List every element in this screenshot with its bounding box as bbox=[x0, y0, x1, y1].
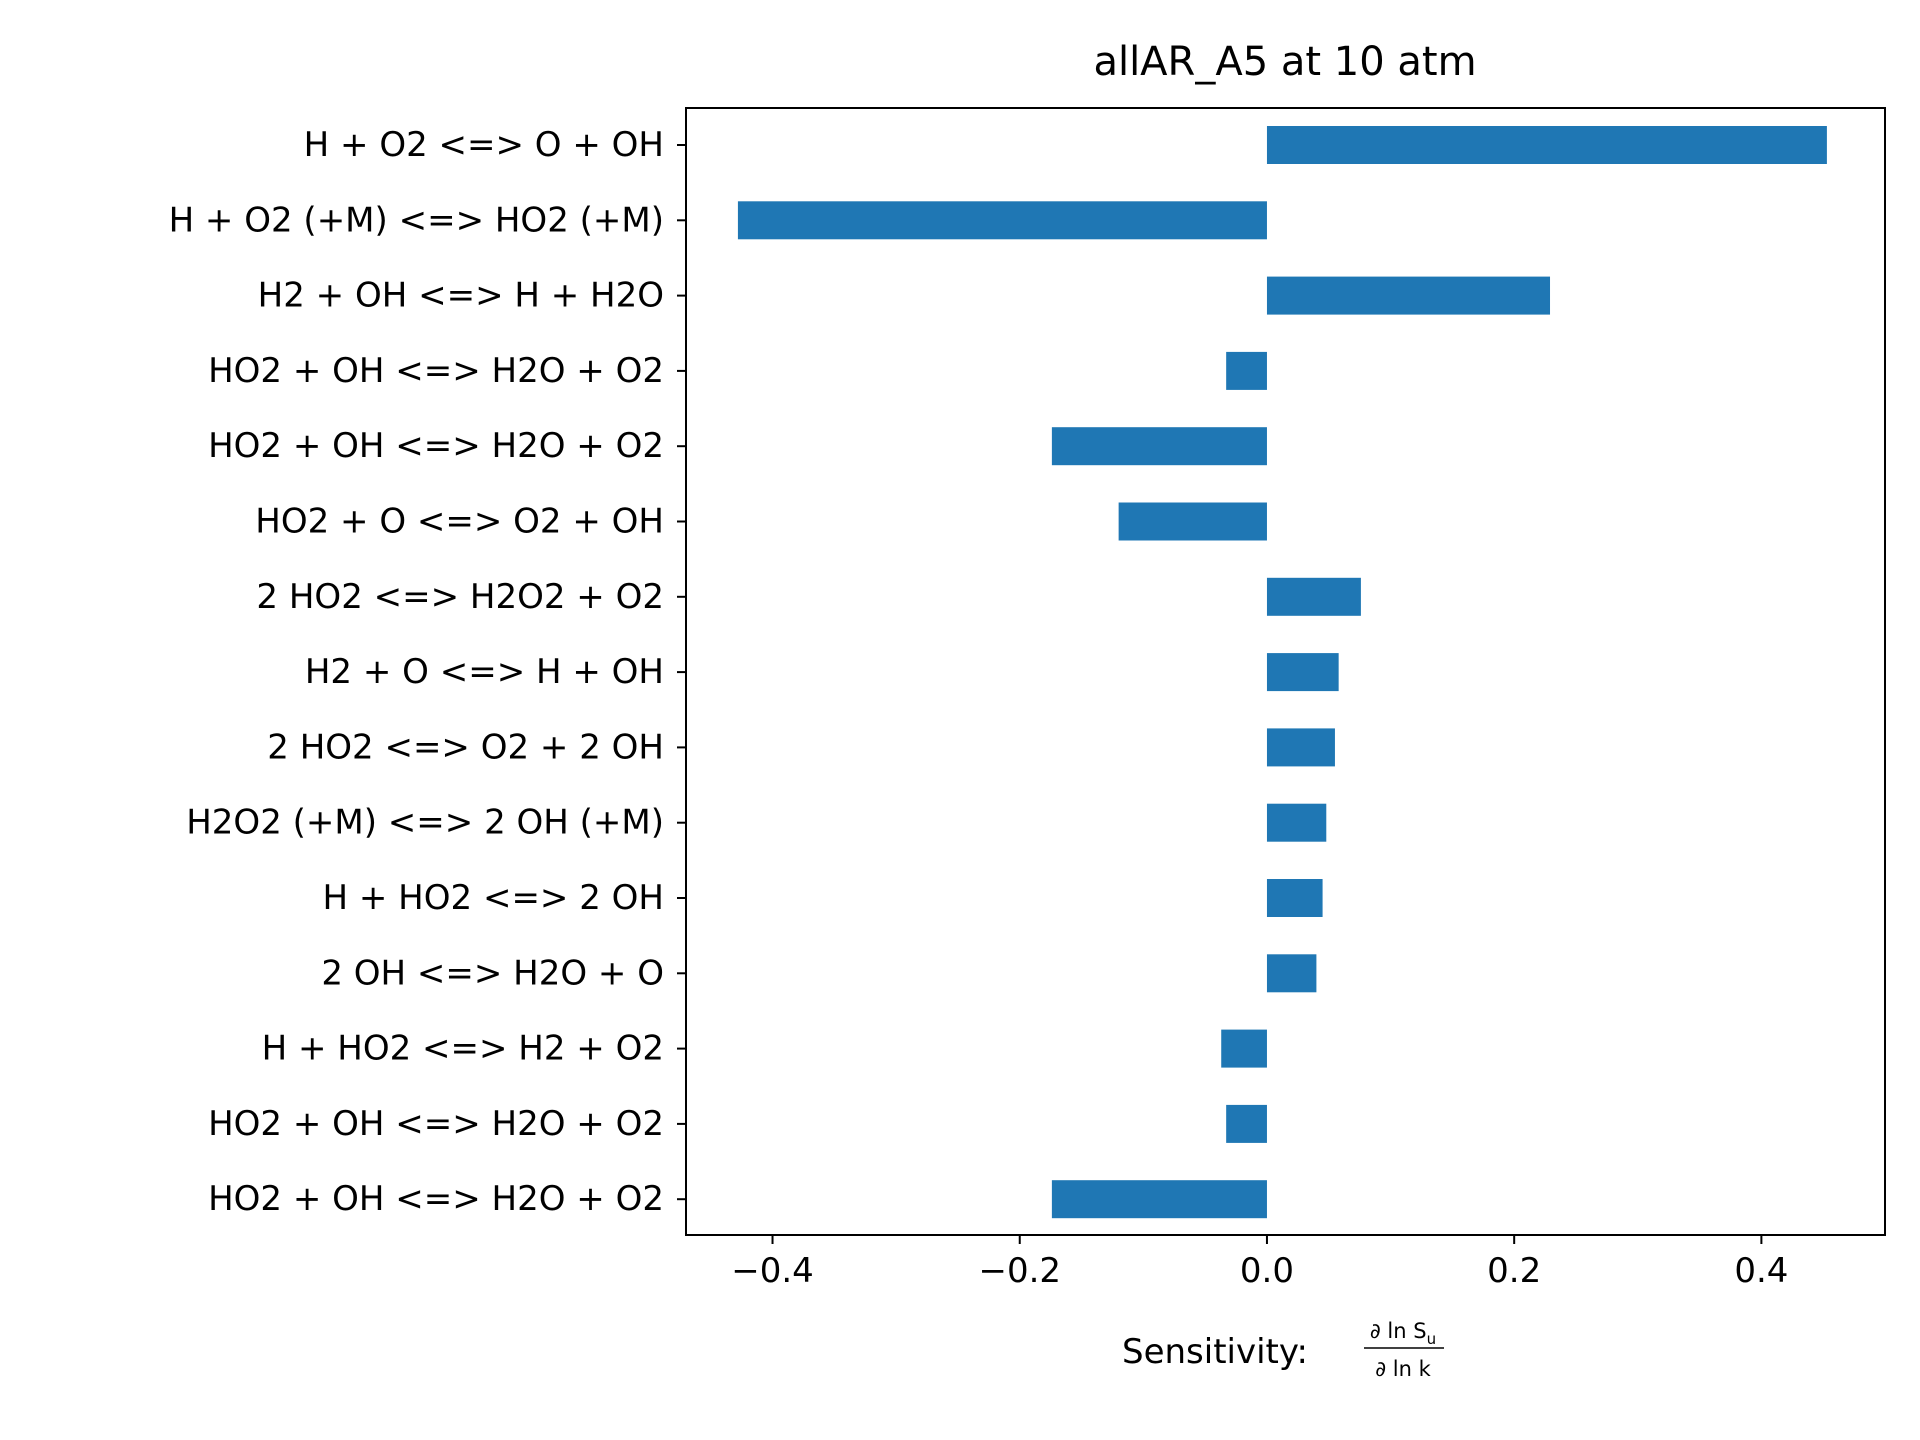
y-tick-label: HO2 + OH <=> H2O + O2 bbox=[208, 426, 664, 466]
plot-frame bbox=[685, 107, 1886, 1236]
bar bbox=[1051, 1180, 1267, 1219]
y-tick-label: 2 HO2 <=> O2 + 2 OH bbox=[267, 727, 664, 767]
x-label-numerator-main: ∂ ln S bbox=[1370, 1319, 1427, 1343]
x-tick-label: 0.2 bbox=[1487, 1251, 1541, 1291]
x-axis: −0.4 −0.2 0.0 0.2 0.4 bbox=[731, 1235, 1788, 1291]
x-tick-label: −0.4 bbox=[731, 1251, 814, 1291]
y-tick-label: H + HO2 <=> H2 + O2 bbox=[262, 1029, 664, 1069]
bar bbox=[1226, 1104, 1267, 1143]
y-tick-label: H2 + O <=> H + OH bbox=[305, 652, 664, 692]
y-tick-label: H2 + OH <=> H + H2O bbox=[258, 276, 664, 316]
x-tick-label: 0.0 bbox=[1240, 1251, 1294, 1291]
svg-text:Sensitivity:: Sensitivity: bbox=[1122, 1332, 1308, 1372]
y-tick-label: H + O2 <=> O + OH bbox=[304, 125, 664, 165]
bar bbox=[1118, 502, 1267, 541]
bar bbox=[1051, 427, 1267, 466]
x-axis-label: Sensitivity: ∂ ln Su ∂ ln k bbox=[1122, 1319, 1444, 1381]
bar bbox=[1266, 954, 1317, 993]
bar bbox=[1266, 728, 1335, 767]
x-tick-label: −0.2 bbox=[978, 1251, 1061, 1291]
bar bbox=[1266, 276, 1551, 315]
y-tick-label: HO2 + OH <=> H2O + O2 bbox=[208, 1104, 664, 1144]
bar bbox=[1226, 351, 1267, 390]
y-tick-label: HO2 + O <=> O2 + OH bbox=[255, 502, 664, 542]
x-label-numerator-sub: u bbox=[1427, 1330, 1437, 1348]
bar bbox=[1266, 879, 1323, 917]
y-tick-label: HO2 + OH <=> H2O + O2 bbox=[208, 351, 664, 391]
bar bbox=[1266, 577, 1361, 616]
x-tick-label: 0.4 bbox=[1734, 1251, 1788, 1291]
bar bbox=[1266, 126, 1827, 164]
bar bbox=[737, 201, 1267, 240]
y-tick-label: 2 HO2 <=> H2O2 + O2 bbox=[256, 577, 664, 617]
y-tick-labels: H + O2 <=> O + OH H + O2 (+M) <=> HO2 (+M… bbox=[169, 125, 686, 1219]
chart-title: allAR_A5 at 10 atm bbox=[1093, 39, 1476, 85]
x-axis-label-prefix: Sensitivity: bbox=[1122, 1332, 1308, 1372]
bars-group bbox=[737, 126, 1827, 1219]
bar bbox=[1266, 653, 1339, 692]
y-tick-label: 2 OH <=> H2O + O bbox=[321, 953, 664, 993]
x-label-denominator: ∂ ln k bbox=[1375, 1357, 1431, 1381]
bar bbox=[1221, 1029, 1267, 1068]
y-tick-label: H + O2 (+M) <=> HO2 (+M) bbox=[169, 200, 664, 240]
y-tick-label: H + HO2 <=> 2 OH bbox=[323, 878, 664, 918]
y-tick-label: H2O2 (+M) <=> 2 OH (+M) bbox=[186, 803, 664, 843]
x-label-numerator: ∂ ln Su bbox=[1370, 1319, 1436, 1348]
y-tick-label: HO2 + OH <=> H2O + O2 bbox=[208, 1179, 664, 1219]
bar bbox=[1266, 803, 1327, 842]
